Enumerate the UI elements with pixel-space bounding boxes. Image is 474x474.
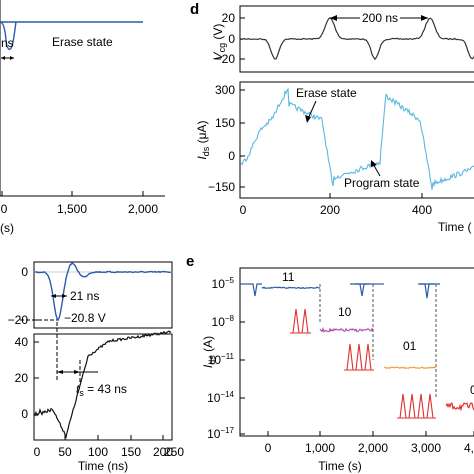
e-xtick-label: 3,000 <box>411 441 441 455</box>
e-program-pulse <box>292 308 300 334</box>
erase-dip <box>0 21 17 51</box>
period-arrowhead-right <box>421 15 428 21</box>
vcg-ylabel: Vcg (V) <box>211 24 227 61</box>
e-state-label: 01 <box>403 339 417 353</box>
e-state-trace <box>445 402 474 412</box>
e-xtick-label: 4, <box>464 441 474 455</box>
ids-trace-line <box>240 87 474 190</box>
program-pointer-head <box>371 160 377 167</box>
e-xlabel: Time (s) <box>318 459 362 473</box>
current-xtick-label: 150 <box>121 445 141 459</box>
e-state-label: 0 <box>470 383 474 397</box>
ids-ytick-label: −150 <box>208 180 235 194</box>
panel-e: e 10−5 10−8 10−11 10−14 10−17 0 1,000 2,000 3,00… <box>186 253 474 473</box>
e-program-pulse <box>364 343 372 371</box>
program-state-label: Program state <box>344 176 420 190</box>
ts-label: ts = 43 ns <box>76 382 127 398</box>
vcg-ytick-label: 20 <box>222 11 236 25</box>
ids-ytick-label: 150 <box>215 116 235 130</box>
vcg-ytick-label: −20 <box>215 52 236 66</box>
width-arrowhead-left <box>1 56 5 60</box>
ids-xtick-label: 0 <box>240 203 247 217</box>
e-erase-spike <box>420 283 434 299</box>
vcg-ytick-label: 0 <box>228 32 235 46</box>
e-axes-box <box>239 267 474 437</box>
pulse-width-label: 21 ns <box>70 289 99 303</box>
ids-xtick-label: 200 <box>320 203 340 217</box>
e-program-pulse <box>417 393 425 419</box>
e-state-trace <box>261 286 321 289</box>
e-ytick-label: 10−17 <box>207 426 234 441</box>
e-ytick-label: 10−14 <box>207 390 234 405</box>
e-state-label: 10 <box>338 305 352 319</box>
ts-head-right <box>74 370 80 374</box>
pulse-axes-box <box>33 261 173 329</box>
erase-pointer-head <box>305 115 311 123</box>
width-label: ns <box>1 36 14 50</box>
e-state-trace <box>384 366 437 370</box>
panel-e-letter: e <box>186 253 194 270</box>
ids-ytick-label: 0 <box>228 149 235 163</box>
e-xtick-label: 1,000 <box>305 441 335 455</box>
e-program-pulse <box>399 393 407 419</box>
ids-xlabel: Time ( <box>438 220 472 234</box>
period-label: 200 ns <box>362 11 398 25</box>
e-state-label: 11 <box>282 270 295 284</box>
e-ytick-label: 10−5 <box>212 276 235 291</box>
current-xtick-label: 200 <box>153 445 173 459</box>
vcg-trace-line <box>239 17 474 61</box>
e-program-pulse <box>408 393 416 419</box>
e-erase-spike <box>248 283 262 297</box>
current-xtick-label: 250 <box>164 445 184 459</box>
current-ytick-label: 40 <box>15 335 29 349</box>
period-arrowhead-left <box>330 15 337 21</box>
pulse-width-head-left <box>51 294 56 298</box>
pulse-ytick-label: 0 <box>21 265 28 279</box>
e-xtick-label: 0 <box>265 441 272 455</box>
panel-d-letter: d <box>190 1 199 18</box>
e-program-pulse <box>301 308 309 334</box>
e-xtick-label: 2,000 <box>358 441 388 455</box>
erase-xtick-label: 1,500 <box>57 202 87 216</box>
pulse-ytick-label: −20 <box>8 313 29 327</box>
e-ytick-label: 10−8 <box>212 314 235 329</box>
period-label-bg <box>360 10 400 25</box>
current-ytick-label: 0 <box>21 407 28 421</box>
e-program-pulse <box>355 343 363 371</box>
ids-axes-box <box>239 81 474 199</box>
ids-xtick-label: 400 <box>412 203 432 217</box>
e-ylabel: Ids (A) <box>201 336 217 368</box>
ts-head-left <box>57 370 63 374</box>
e-state-trace <box>319 327 374 333</box>
current-xtick-label: 0 <box>34 445 41 459</box>
current-ytick-label: 20 <box>15 371 29 385</box>
current-xtick-label: 50 <box>58 445 72 459</box>
erase-xlabel: (s) <box>0 221 14 235</box>
erase-xtick-label: 2,000 <box>128 202 158 216</box>
ids-ylabel: Ids (μA) <box>195 120 211 159</box>
e-program-pulse <box>426 393 434 419</box>
e-ytick-label: 10−11 <box>208 352 235 367</box>
current-xtick-label: 100 <box>88 445 108 459</box>
ids-ytick-label: 300 <box>215 83 235 97</box>
pulse-width-head-right <box>62 294 67 298</box>
erase-state-label: Erase state <box>52 35 113 49</box>
current-trace-line <box>34 330 172 440</box>
panel-erase-trace: 0 1,500 2,000 (s) ns Erase state <box>0 0 165 235</box>
e-program-pulse <box>346 343 354 371</box>
width-arrowhead-right <box>10 56 14 60</box>
current-axes-box <box>33 333 173 441</box>
pulse-trace-line <box>34 262 172 322</box>
erase-xtick-label: 0 <box>1 202 8 216</box>
current-xlabel: Time (ns) <box>78 459 128 473</box>
erase-state-label: Erase state <box>296 86 357 100</box>
pulse-min-label: −20.8 V <box>64 311 106 325</box>
e-erase-spike <box>355 283 369 297</box>
